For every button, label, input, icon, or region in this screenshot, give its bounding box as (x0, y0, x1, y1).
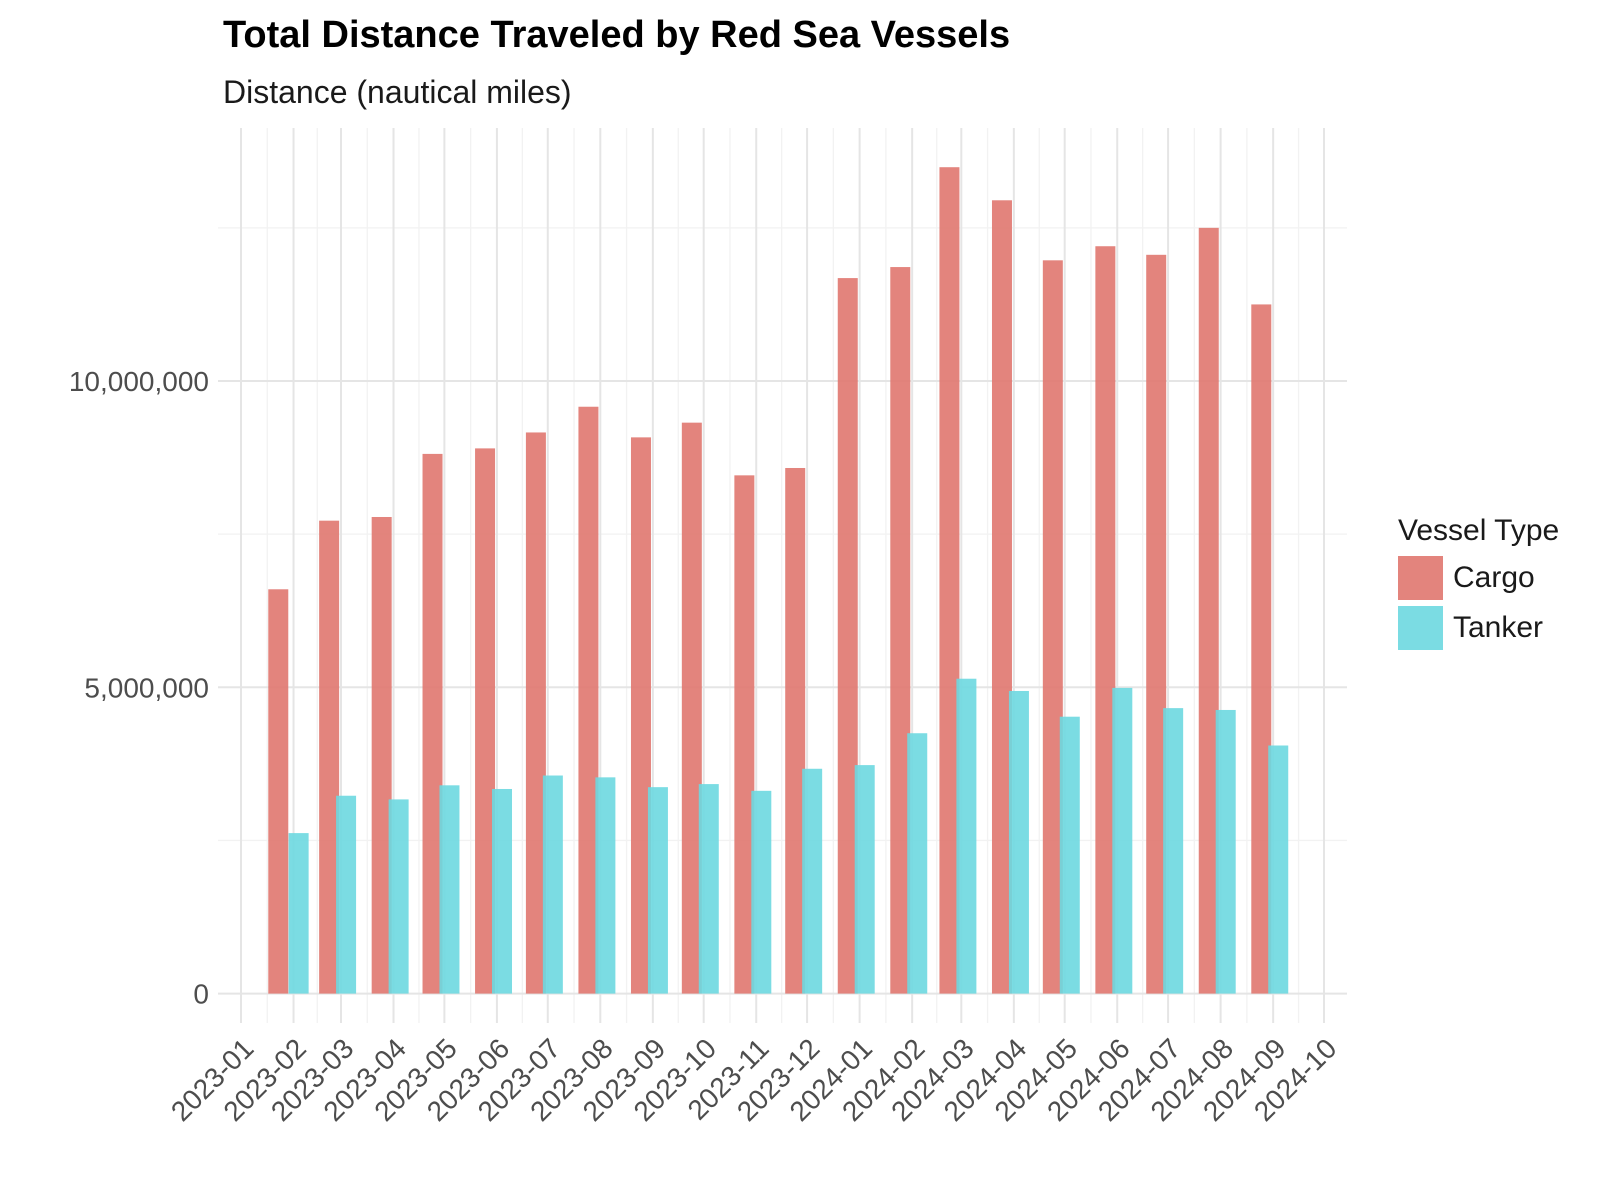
legend-swatch-tanker (1398, 606, 1443, 650)
legend: Vessel Type Cargo Tanker (1398, 514, 1559, 650)
bar-tanker (595, 777, 616, 994)
y-axis-tick-labels: 0 5,000,000 10,000,000 (69, 366, 209, 1010)
bar-tanker (956, 678, 977, 994)
legend-title: Vessel Type (1398, 514, 1559, 547)
bar-cargo (837, 278, 858, 994)
bar-cargo (422, 453, 443, 994)
bar-tanker (1112, 687, 1133, 994)
bar-tanker (1008, 690, 1029, 994)
bar-cargo (371, 516, 392, 994)
bar-tanker (1163, 708, 1184, 994)
bar-tanker (288, 833, 309, 994)
bar-cargo (525, 432, 546, 994)
bar-cargo (1146, 254, 1167, 994)
chart-title: Total Distance Traveled by Red Sea Vesse… (223, 14, 1010, 56)
bar-cargo (991, 200, 1012, 994)
bar-cargo (734, 475, 755, 994)
bar-cargo (268, 589, 289, 994)
legend-label-tanker: Tanker (1453, 611, 1543, 644)
bar-cargo (785, 467, 806, 994)
bar-tanker (388, 799, 409, 994)
legend-label-cargo: Cargo (1453, 561, 1535, 594)
bar-tanker (439, 785, 460, 994)
bar-tanker (542, 775, 563, 994)
y-tick-label: 10,000,000 (69, 366, 209, 397)
bar-cargo (475, 448, 496, 994)
bar-cargo (890, 267, 911, 994)
bar-tanker (492, 788, 513, 994)
bar-cargo (630, 437, 651, 994)
bar-cargo (1095, 246, 1116, 994)
bar-tanker (854, 765, 875, 994)
chart-subtitle: Distance (nautical miles) (223, 74, 572, 110)
bar-cargo (939, 167, 960, 994)
bar-tanker (1059, 716, 1080, 994)
bar-cargo (1251, 304, 1272, 994)
bar-cargo (578, 406, 599, 994)
bar-cargo (1198, 227, 1219, 994)
bar-tanker (698, 784, 719, 994)
bar-cargo (681, 422, 702, 994)
bar-cargo (319, 520, 340, 994)
bar-tanker (1215, 709, 1236, 994)
bar-tanker (647, 787, 668, 994)
y-tick-label: 0 (193, 979, 209, 1010)
bar-tanker (751, 790, 772, 994)
x-axis-tick-labels: 2023-012023-022023-032023-042023-052023-… (165, 1033, 1343, 1128)
bar-tanker (802, 768, 823, 994)
bar-tanker (1268, 745, 1289, 994)
bar-tanker (336, 795, 357, 994)
bars (268, 167, 1289, 994)
legend-swatch-cargo (1398, 556, 1443, 600)
y-tick-label: 5,000,000 (84, 672, 209, 703)
bar-tanker (907, 733, 928, 994)
bar-cargo (1042, 260, 1063, 994)
